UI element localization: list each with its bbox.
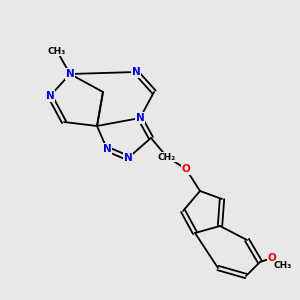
Text: CH₂: CH₂ bbox=[158, 152, 176, 161]
Text: N: N bbox=[66, 69, 74, 79]
Text: N: N bbox=[136, 113, 144, 123]
Text: CH₃: CH₃ bbox=[48, 46, 66, 56]
Text: N: N bbox=[132, 67, 140, 77]
Text: N: N bbox=[46, 91, 54, 101]
Text: N: N bbox=[124, 153, 132, 163]
Text: N: N bbox=[103, 144, 111, 154]
Text: O: O bbox=[182, 164, 190, 174]
Text: O: O bbox=[268, 253, 276, 263]
Text: CH₃: CH₃ bbox=[274, 262, 292, 271]
